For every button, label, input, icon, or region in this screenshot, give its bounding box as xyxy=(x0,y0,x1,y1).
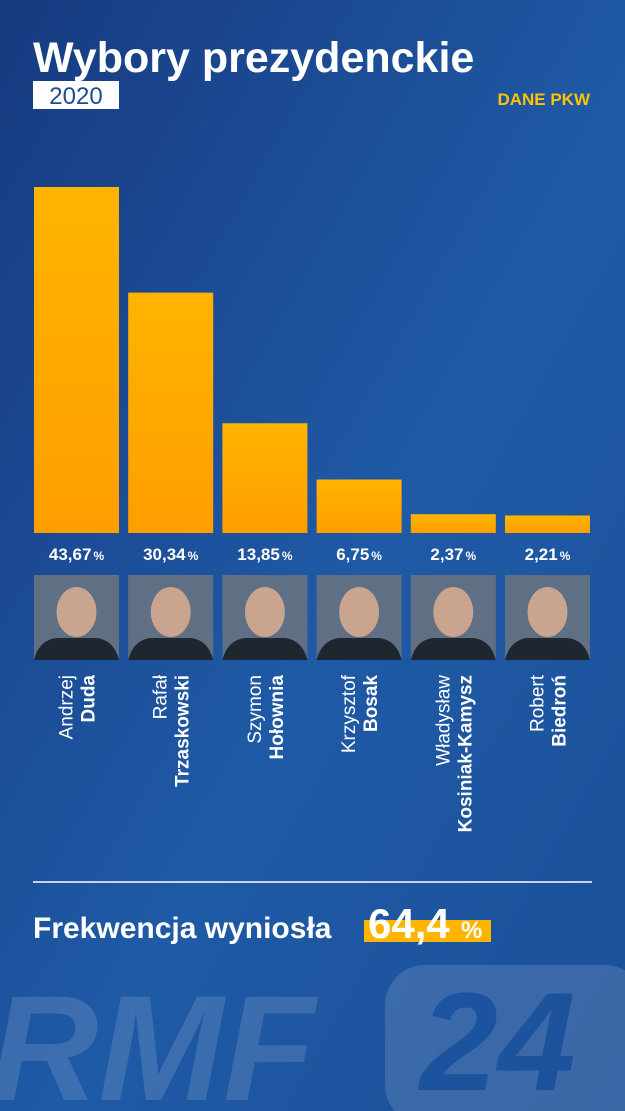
value-label: 30,34% xyxy=(143,545,199,564)
value-number: 2,37 xyxy=(430,545,463,564)
logo-right: 24 xyxy=(417,963,576,1111)
photo-head xyxy=(244,587,285,637)
value-number: 43,67 xyxy=(49,545,92,564)
first-name: Rafał xyxy=(151,674,172,719)
photo-shoulders xyxy=(222,638,308,660)
value-label: 13,85% xyxy=(237,545,293,564)
bar xyxy=(505,515,590,533)
first-name: Władysław xyxy=(433,675,454,766)
first-name: Andrzej xyxy=(57,675,78,739)
value-unit: % xyxy=(188,549,199,563)
year-box xyxy=(33,81,119,109)
value-label: 6,75% xyxy=(336,545,382,564)
photo-head xyxy=(56,587,97,637)
photo-shoulders xyxy=(316,638,402,660)
value-unit: % xyxy=(466,549,477,563)
photo-head xyxy=(150,587,191,637)
title: Wybory prezydenckie xyxy=(33,34,474,82)
bar xyxy=(128,292,214,533)
photo-head xyxy=(527,587,568,637)
value-unit: % xyxy=(371,549,382,563)
value-number: 2,21 xyxy=(525,545,558,564)
source: DANE PKW xyxy=(497,90,591,109)
value-number: 30,34 xyxy=(143,545,186,564)
value-label: 2,37% xyxy=(430,545,476,564)
value-unit: % xyxy=(560,549,571,563)
turnout-value: 64,4 xyxy=(368,900,450,947)
value-unit: % xyxy=(282,549,293,563)
value-unit: % xyxy=(93,549,104,563)
value-label: 43,67% xyxy=(49,545,105,564)
last-name: Kosiniak-Kamysz xyxy=(455,675,476,832)
logo-left: RMF xyxy=(0,964,318,1111)
turnout-label: Frekwencja wyniosła xyxy=(33,912,332,945)
value-number: 13,85 xyxy=(237,545,280,564)
last-name: Biedroń xyxy=(550,675,571,747)
bar xyxy=(222,423,308,533)
photo-head xyxy=(339,587,380,637)
bar-chart: 43,67 % Andrzej Duda 30,34 % Rafał Trzaskowski 1… xyxy=(34,187,590,832)
logo-box xyxy=(385,965,625,1111)
turnout-highlight xyxy=(364,920,491,942)
value-number: 6,75 xyxy=(336,545,369,564)
last-name: Trzaskowski xyxy=(173,675,194,787)
value-label: 2,21% xyxy=(525,545,571,564)
photo-head xyxy=(433,587,474,637)
photo-shoulders xyxy=(34,638,119,660)
photo-shoulders xyxy=(505,638,590,660)
bar xyxy=(316,479,402,533)
last-name: Bosak xyxy=(361,675,382,732)
turnout-unit: % xyxy=(461,917,482,944)
first-name: Robert xyxy=(528,674,549,732)
last-name: Duda xyxy=(79,675,100,723)
bar xyxy=(34,187,119,533)
last-name: Hołownia xyxy=(267,675,288,760)
first-name: Krzysztof xyxy=(339,674,360,753)
first-name: Szymon xyxy=(245,675,266,744)
logo-watermark: RMF 24 xyxy=(0,963,625,1111)
year: 2020 xyxy=(49,83,102,110)
photo-shoulders xyxy=(410,638,496,660)
photo-shoulders xyxy=(128,638,214,660)
bar xyxy=(410,514,496,533)
